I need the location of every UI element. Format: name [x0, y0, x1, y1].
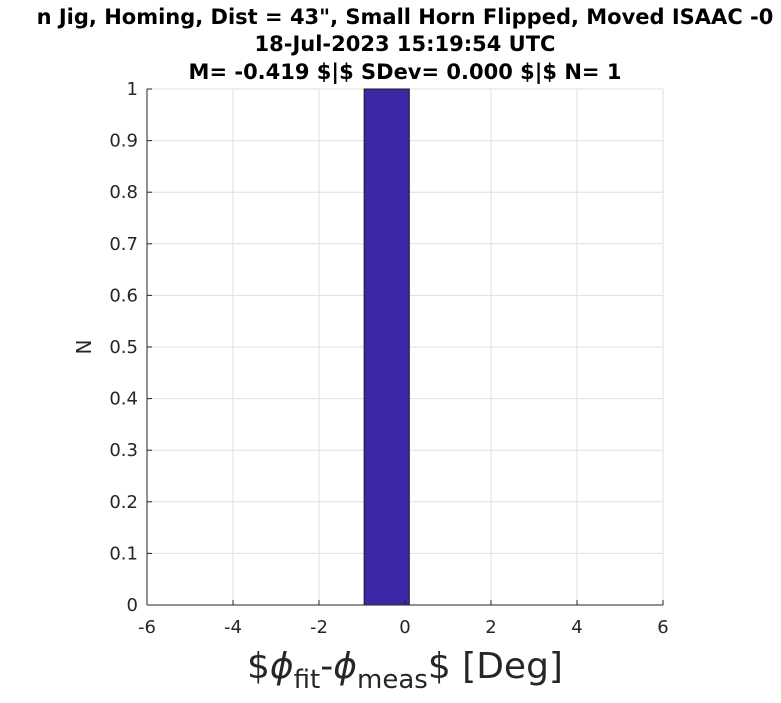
title-line-1: n Jig, Homing, Dist = 43", Small Horn Fl…	[37, 5, 774, 29]
chart-title: n Jig, Homing, Dist = 43", Small Horn Fl…	[37, 5, 774, 85]
x-label-suffix: $ [Deg]	[428, 646, 563, 687]
y-tick-label: 0	[127, 595, 138, 616]
x-tick-label: 2	[485, 617, 496, 638]
bar-series	[363, 88, 410, 606]
x-tick-label: -2	[310, 617, 328, 638]
y-tick-labels: 0 0.1 0.2 0.3 0.4 0.5 0.6 0.7 0.8 0.9 1	[109, 79, 138, 616]
title-line-3: M= -0.419 $|$ SDev= 0.000 $|$ N= 1	[189, 60, 622, 85]
x-label-phi-fit: ϕ	[270, 646, 294, 687]
x-label-minus: -	[320, 646, 333, 687]
y-tick-label: 1	[127, 79, 138, 100]
y-tick-label: 0.4	[109, 389, 138, 410]
x-label-phi-meas: ϕ	[333, 646, 357, 687]
x-tick-label: -6	[138, 617, 156, 638]
y-tick-label: 0.8	[109, 182, 138, 203]
x-tick-label: 6	[657, 617, 668, 638]
y-tick-label: 0.3	[109, 440, 138, 461]
x-label-prefix: $	[247, 646, 270, 687]
x-axis-label: $ϕfit-ϕmeas$ [Deg]	[247, 646, 563, 695]
y-tick-label: 0.2	[109, 492, 138, 513]
y-tick-label: 0.9	[109, 131, 138, 152]
x-tick-label: 0	[399, 617, 410, 638]
y-tick-label: 0.6	[109, 285, 138, 306]
x-tick-label: -4	[224, 617, 242, 638]
y-tick-label: 0.1	[109, 543, 138, 564]
histogram-bar	[363, 88, 410, 606]
y-axis-label: N	[72, 340, 96, 355]
y-tick-label: 0.7	[109, 234, 138, 255]
title-line-2: 18-Jul-2023 15:19:54 UTC	[255, 32, 556, 56]
x-tick-label: 4	[571, 617, 582, 638]
x-label-sub-fit: fit	[294, 665, 321, 695]
x-tick-labels: -6 -4 -2 0 2 4 6	[138, 617, 669, 638]
x-label-sub-meas: meas	[357, 665, 428, 695]
axes-box	[146, 88, 664, 606]
y-tick-label: 0.5	[109, 337, 138, 358]
